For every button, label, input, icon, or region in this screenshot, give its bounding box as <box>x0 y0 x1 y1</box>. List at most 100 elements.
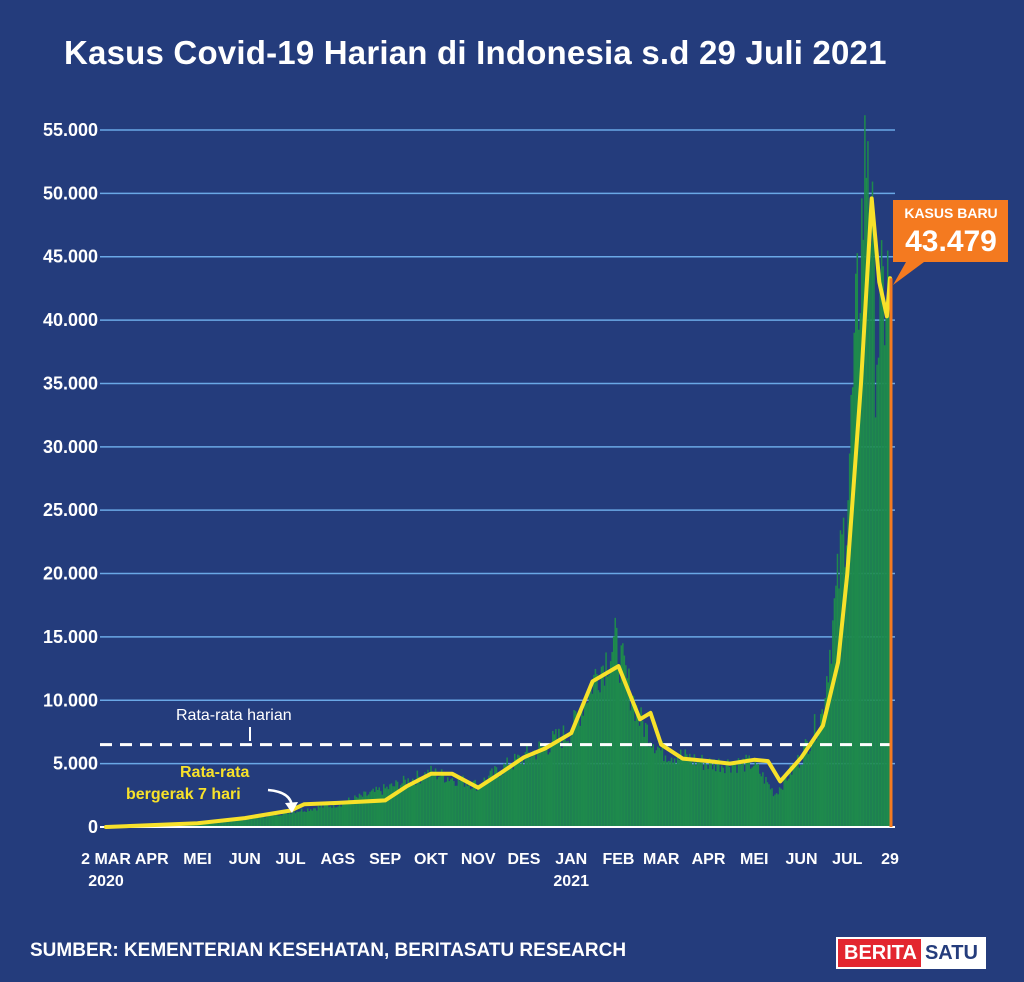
daily-case-bar <box>762 772 764 827</box>
x-tick-label: APR <box>135 851 169 868</box>
daily-case-bar <box>579 725 581 827</box>
daily-case-bar <box>462 775 464 827</box>
daily-case-bar <box>550 745 553 827</box>
daily-case-bar <box>679 749 682 827</box>
daily-case-bar <box>556 740 559 827</box>
daily-case-bar <box>829 649 831 827</box>
y-tick-label: 45.000 <box>43 247 98 267</box>
daily-case-bar <box>469 789 472 827</box>
daily-case-bar <box>739 764 741 827</box>
daily-case-bar <box>686 754 688 827</box>
daily-case-bar <box>373 791 376 827</box>
daily-case-bar <box>252 818 254 827</box>
daily-case-bar <box>812 737 814 827</box>
y-tick-label: 55.000 <box>43 120 98 140</box>
daily-case-bar <box>325 804 327 827</box>
daily-case-bar <box>378 787 381 827</box>
daily-case-bar <box>838 588 840 827</box>
daily-case-bar <box>478 786 481 827</box>
daily-case-bar <box>603 685 606 827</box>
daily-case-bar <box>880 240 883 828</box>
daily-case-bar <box>521 756 524 827</box>
daily-case-bar <box>806 740 808 827</box>
daily-case-bar <box>699 762 702 827</box>
daily-case-bar <box>788 778 790 827</box>
daily-case-bar <box>442 774 444 827</box>
daily-case-bar <box>261 815 263 827</box>
y-tick-label: 50.000 <box>43 183 98 203</box>
daily-case-bar <box>562 725 565 827</box>
daily-case-bar <box>466 786 469 827</box>
daily-case-bar <box>209 822 212 827</box>
daily-case-bar <box>489 770 492 827</box>
daily-case-bar <box>424 772 426 827</box>
daily-case-bar <box>606 676 609 827</box>
x-tick-label: MAR <box>643 851 680 868</box>
daily-case-bar <box>488 775 490 827</box>
daily-case-bar <box>230 820 233 827</box>
daily-case-bar <box>771 788 773 827</box>
daily-case-bar <box>590 681 592 827</box>
daily-case-bar <box>340 806 342 827</box>
daily-case-bar <box>300 808 303 827</box>
daily-case-bar <box>765 776 767 827</box>
daily-case-bar <box>465 783 467 827</box>
daily-case-bar <box>223 820 225 827</box>
x-tick-label: FEB <box>602 851 634 868</box>
daily-case-bar <box>733 764 735 827</box>
moving-average-arrowhead <box>285 802 298 813</box>
gridlines <box>100 129 895 765</box>
daily-case-bar <box>839 530 842 827</box>
y-tick-label: 40.000 <box>43 310 98 330</box>
daily-case-bar <box>390 783 393 827</box>
daily-case-bar <box>495 767 498 827</box>
daily-case-bar <box>253 816 256 827</box>
daily-case-bar <box>597 690 600 827</box>
daily-case-bar <box>453 781 455 827</box>
daily-case-bar <box>243 820 245 827</box>
daily-case-bar <box>742 758 744 827</box>
daily-case-bar <box>734 762 737 827</box>
daily-case-bar <box>865 177 868 827</box>
daily-case-bar <box>784 777 787 827</box>
daily-case-bar <box>736 772 738 827</box>
daily-case-bar <box>629 710 632 827</box>
daily-case-bar <box>861 198 863 827</box>
daily-case-bar <box>221 820 224 827</box>
daily-case-bar <box>795 765 798 827</box>
daily-case-bar <box>214 822 216 827</box>
moving-average-label-line2: bergerak 7 hari <box>126 786 241 803</box>
daily-case-bar <box>220 820 222 827</box>
daily-case-bar <box>816 737 819 827</box>
daily-case-bar <box>666 761 668 827</box>
daily-case-bar <box>882 266 884 827</box>
daily-case-bar <box>704 762 706 827</box>
daily-case-bar <box>676 757 679 827</box>
daily-case-bar <box>407 778 409 827</box>
daily-case-bar <box>348 797 350 827</box>
daily-case-bar <box>781 789 784 827</box>
x-tick-label: SEP <box>369 851 401 868</box>
daily-case-bar <box>515 758 518 827</box>
daily-case-bar <box>297 811 300 827</box>
y-tick-label: 5.000 <box>53 754 98 774</box>
daily-case-bar <box>364 791 367 827</box>
daily-case-bar <box>628 668 630 827</box>
daily-case-bar <box>305 811 307 827</box>
daily-case-bar <box>529 757 531 827</box>
daily-case-bar <box>760 776 763 827</box>
callout-box <box>893 200 1008 285</box>
daily-case-bar <box>542 746 545 827</box>
daily-case-bar <box>355 796 358 827</box>
daily-case-bar <box>809 751 811 827</box>
daily-case-bar <box>794 763 796 827</box>
daily-case-bar <box>520 763 522 827</box>
daily-case-bar <box>399 785 402 827</box>
daily-case-bar <box>523 765 525 827</box>
daily-case-bar <box>258 818 260 827</box>
daily-case-bar <box>657 746 659 827</box>
daily-case-bar <box>885 316 887 827</box>
daily-case-bar <box>454 785 457 827</box>
daily-case-bar <box>649 742 651 827</box>
